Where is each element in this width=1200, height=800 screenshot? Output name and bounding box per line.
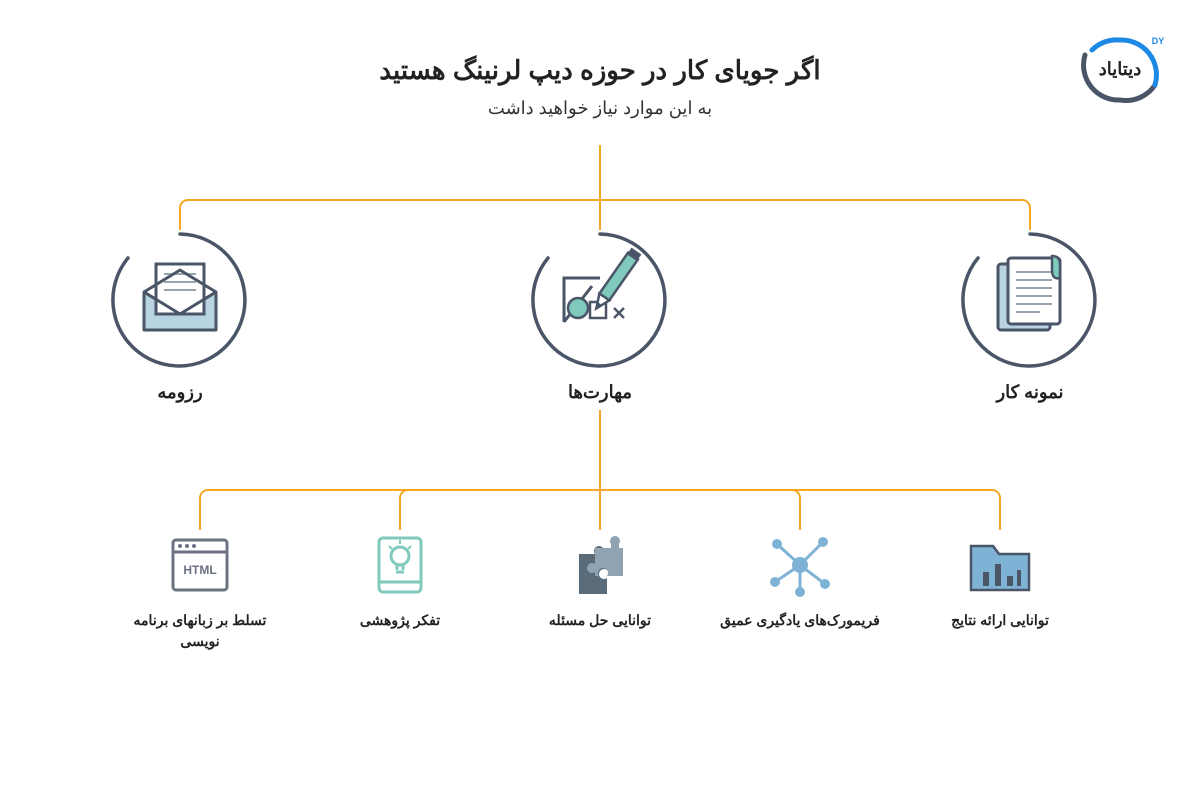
skill-item: توانایی ارائه نتایج (920, 530, 1080, 631)
skill-item: توانایی حل مسئله (520, 530, 680, 631)
skill-network-icon (765, 530, 835, 600)
node-portfolio: نمونه کار (960, 230, 1100, 403)
page-subtitle: به این موارد نیاز خواهید داشت (0, 98, 1200, 119)
skill-puzzle-icon (565, 530, 635, 600)
portfolio-label: نمونه کار (960, 382, 1100, 403)
skill-label: تفکر پژوهشی (320, 610, 480, 631)
skill-label: تسلط بر زبانهای برنامه نویسی (120, 610, 280, 652)
skill-label: توانایی حل مسئله (520, 610, 680, 631)
skill-item: تسلط بر زبانهای برنامه نویسی (120, 530, 280, 652)
skill-bulb-book-icon (365, 530, 435, 600)
svg-text:DY: DY (1152, 36, 1165, 46)
skill-label: توانایی ارائه نتایج (920, 610, 1080, 631)
skill-item: تفکر پژوهشی (320, 530, 480, 631)
skill-chart-icon (965, 530, 1035, 600)
header: اگر جویای کار در حوزه دیپ لرنینگ هستید ب… (0, 55, 1200, 119)
resume-icon (110, 230, 250, 370)
node-skills: مهارت‌ها (530, 230, 670, 403)
resume-label: رزومه (110, 382, 250, 403)
page-title: اگر جویای کار در حوزه دیپ لرنینگ هستید (0, 55, 1200, 86)
portfolio-icon (960, 230, 1100, 370)
skill-html-icon (165, 530, 235, 600)
skills-label: مهارت‌ها (530, 382, 670, 403)
skill-label: فریمورک‌های یادگیری عمیق (720, 610, 880, 631)
skill-item: فریمورک‌های یادگیری عمیق (720, 530, 880, 631)
node-resume: رزومه (110, 230, 250, 403)
skills-icon (530, 230, 670, 370)
